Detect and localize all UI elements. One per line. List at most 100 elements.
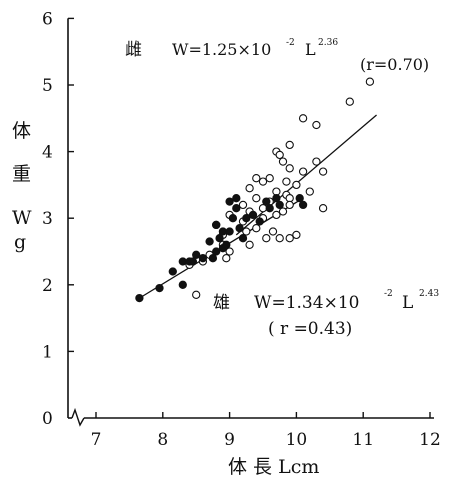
x-tick-label-11: 11 [352,430,374,450]
female-point-7 [312,157,321,166]
female-equation-variable: L [305,40,316,59]
female-correlation: (r=0.70) [360,55,429,74]
female-point-22 [252,194,261,203]
female-point-26 [318,204,328,213]
male-point-31 [188,257,198,266]
male-point-12 [222,240,231,249]
female-equation: W=1.25×10 [172,40,271,59]
male-point-4 [178,257,187,266]
female-point-28 [278,207,288,216]
male-correlation: ( r =0.43) [268,319,352,339]
female-label: 雌 [125,40,142,60]
male-point-14 [225,227,234,236]
male-point-3 [168,267,177,276]
x-tick-label-9: 9 [224,430,235,450]
male-point-18 [242,214,251,223]
female-point-31 [272,210,281,220]
female-point-40 [285,234,294,243]
male-point-1 [155,283,164,293]
male-label: 雄 [213,293,230,313]
male-point-2 [178,280,187,289]
female-point-0 [365,77,375,86]
female-point-12 [265,174,274,183]
female-point-37 [242,227,251,236]
female-equation-power: 2.36 [318,38,338,48]
female-point-4 [285,140,294,150]
male-point-32 [238,234,248,243]
x-axis-title: 体 長 Lcm [228,456,319,478]
male-point-21 [232,194,241,203]
data-points [135,77,375,303]
male-point-23 [255,217,264,226]
female-point-15 [282,177,291,186]
female-point-9 [285,164,294,173]
female-point-13 [252,174,261,183]
y-tick-label-3: 3 [42,209,53,229]
female-equation-exponent: -2 [286,38,295,48]
y-tick-label-5: 5 [42,76,53,96]
female-point-45 [225,247,234,256]
female-point-3 [312,120,321,130]
male-point-16 [228,214,238,223]
y-tick-label-6: 6 [42,9,53,29]
female-point-17 [245,184,254,193]
male-equation-variable: L [402,293,413,313]
female-point-41 [262,234,271,243]
male-point-29 [298,200,308,210]
female-point-16 [292,180,301,190]
male-point-9 [212,247,221,256]
male-point-27 [275,200,284,210]
y-axis-title-char-3: W [12,207,32,229]
male-point-13 [218,227,228,236]
female-point-10 [318,167,328,176]
female-point-42 [275,234,284,243]
male-point-24 [265,204,274,213]
y-tick-label-1: 1 [42,342,53,362]
female-point-36 [268,227,278,236]
y-tick-label-4: 4 [42,143,53,163]
y-tick-label-2: 2 [42,276,53,296]
y-axis-title-char-2: 重 [12,163,31,185]
female-point-11 [298,167,308,176]
x-tick-label-7: 7 [91,430,102,450]
female-point-2 [298,114,308,123]
male-point-15 [212,220,221,230]
female-point-20 [305,187,314,196]
male-equation: W=1.34×10 [254,293,359,313]
female-point-24 [238,200,248,210]
female-point-43 [245,240,254,249]
fit-line-female [235,114,377,236]
y-axis-title-char-4: g [14,231,26,253]
female-point-50 [192,290,201,299]
female-point-47 [222,254,231,263]
female-point-21 [285,194,294,203]
female-point-6 [275,150,284,160]
male-equation-exponent: -2 [384,289,393,299]
male-point-17 [235,224,244,233]
male-equation-power: 2.43 [419,289,439,299]
male-point-0 [135,293,144,303]
male-point-7 [208,254,218,263]
x-axis-break [71,407,85,427]
male-point-26 [272,194,281,203]
male-point-11 [215,234,224,243]
x-tick-label-12: 12 [419,430,441,450]
male-point-30 [198,254,208,263]
female-point-39 [292,230,301,240]
y-tick-label-0: 0 [42,409,53,429]
male-point-20 [225,197,234,206]
x-tick-label-10: 10 [286,430,308,450]
female-point-25 [285,200,294,210]
female-point-27 [258,204,268,213]
female-point-8 [278,157,288,166]
male-point-25 [262,197,271,206]
male-point-22 [248,210,258,220]
male-point-8 [205,237,214,246]
female-point-1 [345,97,354,106]
female-point-35 [252,224,261,233]
y-axis-title-char-1: 体 [12,120,31,142]
x-tick-label-8: 8 [157,430,168,450]
female-point-14 [258,177,268,186]
